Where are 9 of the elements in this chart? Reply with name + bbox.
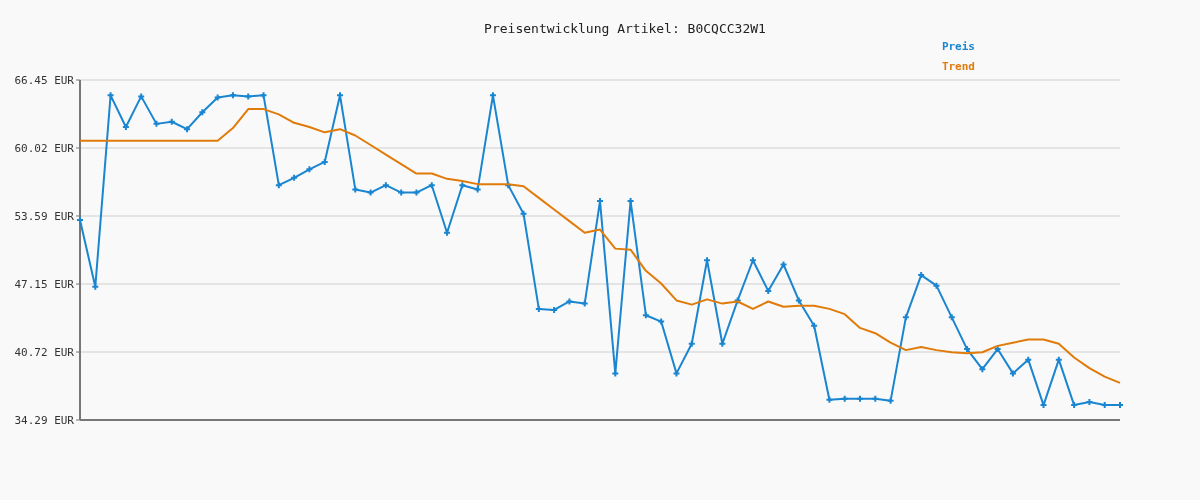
text: Preis <box>941 40 975 53</box>
y-tick-label: 40.72 EUR <box>14 345 75 359</box>
chart-title: Preisentwicklung Artikel: B0CQCC32W1 <box>484 21 766 36</box>
text: Trend <box>941 60 975 73</box>
y-tick-label: 53.59 EUR <box>14 209 75 223</box>
y-tick-label: 34.29 EUR <box>14 413 75 427</box>
y-tick-label: 60.02 EUR <box>14 141 75 155</box>
y-tick-label: 47.15 EUR <box>14 277 75 291</box>
y-tick-label: 66.45 EUR <box>14 73 75 87</box>
